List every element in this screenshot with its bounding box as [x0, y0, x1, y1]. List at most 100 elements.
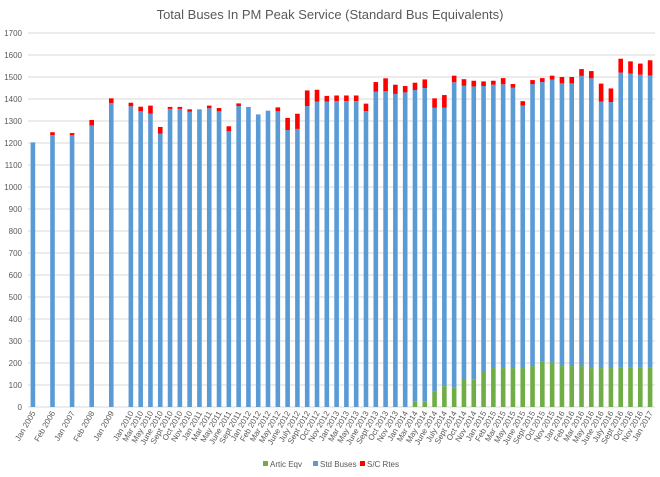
bar-s-c-rtes [500, 78, 506, 85]
bar-s-c-rtes [481, 81, 486, 87]
bar-artic-eqv [569, 366, 575, 407]
bar-std-buses [50, 135, 55, 407]
bar-s-c-rtes [69, 133, 75, 136]
bar-s-c-rtes [314, 89, 320, 102]
y-tick-label: 400 [9, 315, 23, 324]
bar-artic-eqv [628, 367, 633, 407]
y-tick-label: 0 [18, 403, 23, 412]
bar-s-c-rtes [148, 105, 153, 114]
bar-std-buses [530, 84, 535, 367]
bar-std-buses [216, 111, 222, 407]
bar-std-buses [393, 93, 398, 407]
bar-std-buses [559, 83, 565, 367]
y-tick-label: 500 [9, 293, 23, 302]
bar-artic-eqv [647, 367, 653, 407]
bar-std-buses [167, 108, 173, 408]
y-tick-label: 800 [9, 227, 23, 236]
bar-std-buses [157, 133, 163, 407]
legend-swatch [263, 461, 268, 466]
y-tick-label: 1400 [4, 95, 22, 104]
bar-std-buses [579, 75, 584, 367]
legend-swatch [360, 461, 365, 466]
bar-artic-eqv [481, 372, 486, 407]
bar-s-c-rtes [549, 75, 555, 80]
bar-std-buses [108, 102, 114, 408]
bar-std-buses [451, 82, 457, 388]
bar-s-c-rtes [108, 98, 114, 103]
bar-artic-eqv [608, 368, 614, 407]
bar-std-buses [500, 84, 506, 369]
bar-s-c-rtes [598, 83, 604, 102]
bar-std-buses [314, 101, 320, 407]
bars [30, 58, 653, 408]
bar-std-buses [226, 131, 232, 407]
bar-artic-eqv [618, 367, 624, 407]
bar-s-c-rtes [50, 132, 55, 136]
legend-label: S/C Rtes [367, 460, 399, 469]
bar-s-c-rtes [628, 61, 633, 74]
bar-s-c-rtes [647, 60, 653, 76]
bar-s-c-rtes [393, 84, 398, 94]
bar-s-c-rtes [402, 86, 408, 93]
bar-s-c-rtes [304, 90, 310, 107]
bar-s-c-rtes [177, 106, 183, 109]
bar-artic-eqv [530, 366, 535, 407]
bar-s-c-rtes [275, 107, 281, 112]
bar-std-buses [481, 86, 486, 373]
bar-s-c-rtes [451, 75, 457, 83]
bar-s-c-rtes [373, 82, 379, 92]
bar-s-c-rtes [157, 126, 163, 134]
bar-std-buses [334, 100, 339, 407]
bar-artic-eqv [589, 368, 594, 407]
y-tick-label: 100 [9, 381, 23, 390]
bar-s-c-rtes [569, 77, 575, 84]
chart-title: Total Buses In PM Peak Service (Standard… [157, 7, 504, 22]
bar-artic-eqv [520, 368, 526, 407]
bar-std-buses [549, 79, 555, 363]
bar-std-buses [265, 110, 271, 407]
bar-s-c-rtes [559, 77, 565, 84]
bar-std-buses [598, 101, 604, 369]
bar-artic-eqv [549, 362, 555, 407]
bar-s-c-rtes [520, 101, 526, 106]
y-tick-label: 1700 [4, 29, 22, 38]
bar-artic-eqv [598, 368, 604, 407]
bar-std-buses [275, 111, 281, 407]
bar-std-buses [236, 106, 241, 407]
y-tick-label: 1300 [4, 117, 22, 126]
bar-std-buses [589, 78, 594, 369]
bar-std-buses [363, 111, 369, 407]
bar-s-c-rtes [295, 113, 300, 129]
bar-std-buses [148, 113, 153, 408]
bar-s-c-rtes [589, 71, 594, 79]
bar-std-buses [128, 106, 134, 407]
bar-s-c-rtes [471, 80, 477, 87]
bar-std-buses [540, 82, 545, 362]
bar-s-c-rtes [618, 58, 624, 73]
bar-artic-eqv [559, 366, 565, 407]
bar-std-buses [344, 100, 349, 407]
bar-std-buses [647, 75, 653, 368]
bar-std-buses [432, 107, 437, 392]
bar-s-c-rtes [187, 109, 192, 112]
y-axis: 0 100 200 300 400 500 600 700 800 900 1000 1100 1200… [4, 29, 22, 412]
bar-s-c-rtes [461, 79, 467, 86]
bar-std-buses [402, 92, 408, 408]
bar-std-buses [285, 130, 290, 407]
bar-s-c-rtes [579, 69, 584, 76]
bar-std-buses [187, 111, 192, 407]
bar-artic-eqv [540, 361, 545, 407]
bar-artic-eqv [510, 368, 516, 407]
y-tick-label: 900 [9, 205, 23, 214]
bar-s-c-rtes [442, 95, 447, 108]
bar-s-c-rtes [383, 78, 388, 92]
bar-std-buses [246, 106, 251, 408]
bar-s-c-rtes [363, 103, 369, 112]
bar-s-c-rtes [324, 95, 330, 102]
bar-s-c-rtes [285, 117, 290, 131]
bar-s-c-rtes [138, 106, 143, 112]
bar-std-buses [638, 74, 643, 368]
bar-s-c-rtes [638, 63, 643, 75]
